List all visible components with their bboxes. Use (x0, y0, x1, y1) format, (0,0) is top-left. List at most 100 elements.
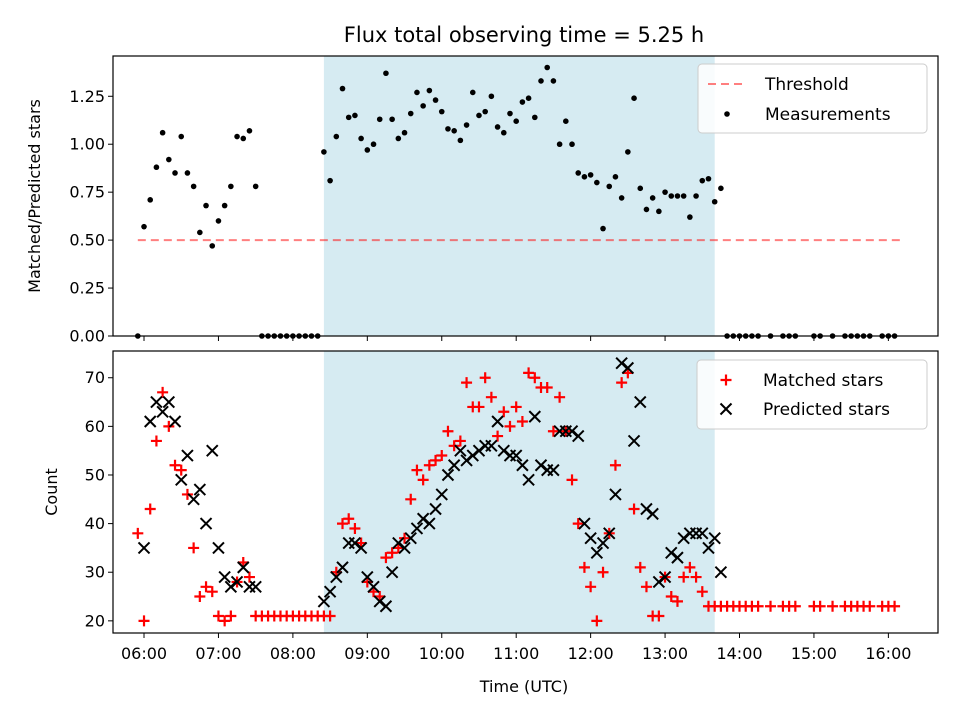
matched-star-point (653, 610, 665, 622)
predicted-star-point (454, 444, 467, 457)
measurement-point (190, 183, 197, 190)
matched-star-point (157, 386, 169, 398)
predicted-star-point (230, 575, 244, 589)
matched-star-point (485, 391, 497, 403)
predicted-star-point (181, 449, 194, 462)
measurement-point (488, 93, 495, 100)
matched-star-point (572, 518, 584, 530)
matched-star-point (628, 503, 640, 515)
measurement-point (587, 172, 594, 178)
x-tick-label: 13:00 (642, 644, 688, 663)
predicted-star-point (168, 415, 182, 428)
predicted-star-point (367, 580, 380, 594)
measurement-point (432, 97, 439, 103)
measurement-point (147, 197, 154, 203)
measurement-point (500, 129, 507, 136)
matched-star-point (417, 474, 429, 486)
top-legend: Threshold Measurements (697, 63, 928, 134)
measurement-point (395, 135, 402, 142)
predicted-star-point (491, 415, 504, 428)
measurement-point (507, 110, 513, 117)
bottom-y-tick-label: 30 (85, 563, 105, 582)
legend-measurements-swatch (724, 111, 730, 117)
measurement-point (606, 183, 613, 190)
matched-star-point (219, 615, 231, 627)
predicted-star-point (187, 493, 200, 506)
matched-star-point (169, 459, 181, 471)
matched-star-point (616, 377, 628, 389)
matched-star-point (243, 571, 255, 583)
measurement-point (445, 126, 451, 132)
measurement-point (141, 223, 147, 230)
chart-title: Flux total observing time = 5.25 h (344, 23, 704, 47)
matched-star-point (554, 391, 566, 403)
measurement-point (376, 116, 383, 123)
measurement-point (383, 70, 389, 77)
measurement-point (581, 174, 588, 180)
matched-star-point (516, 416, 528, 427)
matched-star-point (541, 381, 553, 393)
x-tick-label: 10:00 (419, 644, 465, 663)
predicted-star-point (522, 473, 535, 487)
matched-star-point (430, 454, 442, 466)
measurement-point (525, 95, 532, 101)
top-axes-frame (112, 55, 939, 337)
measurement-point (401, 129, 408, 136)
measurement-point (544, 64, 551, 71)
legend-matched-swatch (720, 374, 732, 386)
measurement-point (333, 133, 340, 140)
matched-star-point (442, 425, 454, 437)
measurement-point (550, 78, 557, 84)
measurement-point (711, 198, 718, 205)
measurement-point (625, 149, 631, 155)
predicted-star-point (218, 570, 231, 584)
matched-star-point (405, 493, 417, 505)
measurement-point (662, 189, 668, 195)
predicted-star-point (584, 531, 597, 545)
predicted-star-point (193, 483, 207, 496)
matched-star-point (423, 459, 435, 471)
measurement-point (209, 243, 216, 249)
measurement-point (718, 185, 724, 192)
top-y-tick-label: 0.25 (69, 279, 105, 298)
measurement-point (532, 114, 538, 121)
predicted-star-point (702, 541, 715, 555)
measurement-point (407, 110, 414, 117)
measurement-point (426, 87, 433, 94)
measurement-point (643, 206, 650, 213)
predicted-star-point (423, 517, 436, 530)
x-tick-label: 07:00 (195, 644, 241, 663)
measurement-point (687, 214, 693, 220)
measurement-point (656, 208, 662, 215)
predicted-star-point (485, 439, 498, 453)
matched-star-point (150, 435, 162, 447)
predicted-star-point (516, 459, 529, 472)
matched-star-point (578, 561, 590, 573)
matched-star-point (585, 581, 597, 593)
bottom-x-axis: 06:00 07:00 08:00 09:00 10:00 11:00 12:00 13:00… (121, 633, 911, 663)
matched-star-point (609, 459, 621, 471)
x-tick-label: 14:00 (716, 644, 762, 663)
predicted-star-point (590, 546, 604, 559)
x-tick-label: 09:00 (344, 644, 390, 663)
bottom-y-tick-label: 20 (85, 611, 105, 630)
top-legend-box (697, 63, 928, 134)
measurement-point (352, 112, 358, 119)
legend-predicted-marker (719, 402, 733, 416)
predicted-star-point (336, 561, 349, 574)
predicted-star-point (206, 444, 219, 457)
predicted-star-points (137, 356, 728, 613)
predicted-star-point (137, 541, 151, 555)
legend-threshold-label: Threshold (764, 75, 849, 95)
matched-star-point (399, 532, 411, 544)
predicted-star-point (435, 488, 448, 501)
matched-star-point (864, 600, 876, 612)
measurement-point (153, 164, 160, 171)
measurement-point (649, 195, 656, 201)
matched-star-point (634, 561, 646, 573)
top-x-tick-marks (143, 336, 889, 341)
top-y-axis: 0.00 0.25 0.50 0.75 1.00 1.25 (69, 87, 113, 346)
x-tick-label: 06:00 (121, 644, 167, 663)
matched-star-point (337, 518, 349, 530)
matched-star-point (200, 581, 212, 593)
